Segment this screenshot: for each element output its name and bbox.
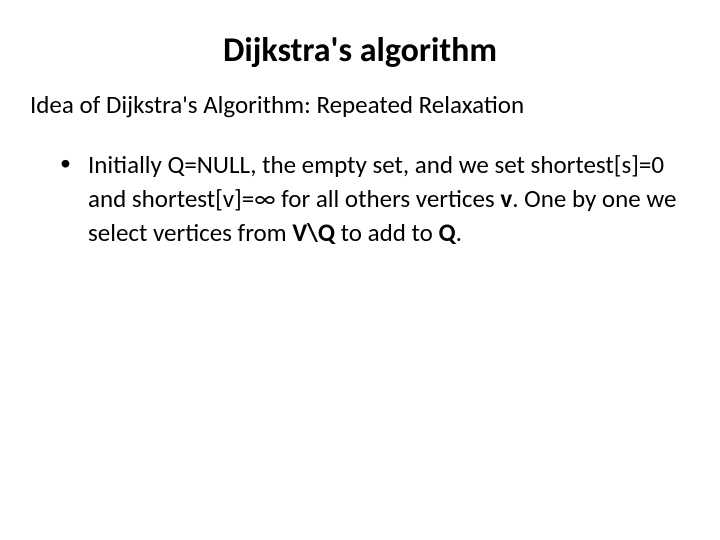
slide-subtitle: Idea of Dijkstra's Algorithm: Repeated R… <box>30 89 680 120</box>
bullet-text-part4: . <box>456 217 462 248</box>
bullet-list: Initially Q=NULL, the empty set, and we … <box>40 148 680 249</box>
bullet-text-bold3: Q <box>438 217 455 248</box>
bullet-text-bold1: v <box>500 183 512 214</box>
list-item: Initially Q=NULL, the empty set, and we … <box>68 148 680 249</box>
bullet-text-part3: to add to <box>335 217 438 248</box>
bullet-text-bold2: V\Q <box>292 217 335 248</box>
slide-title: Dijkstra's algorithm <box>40 30 680 71</box>
